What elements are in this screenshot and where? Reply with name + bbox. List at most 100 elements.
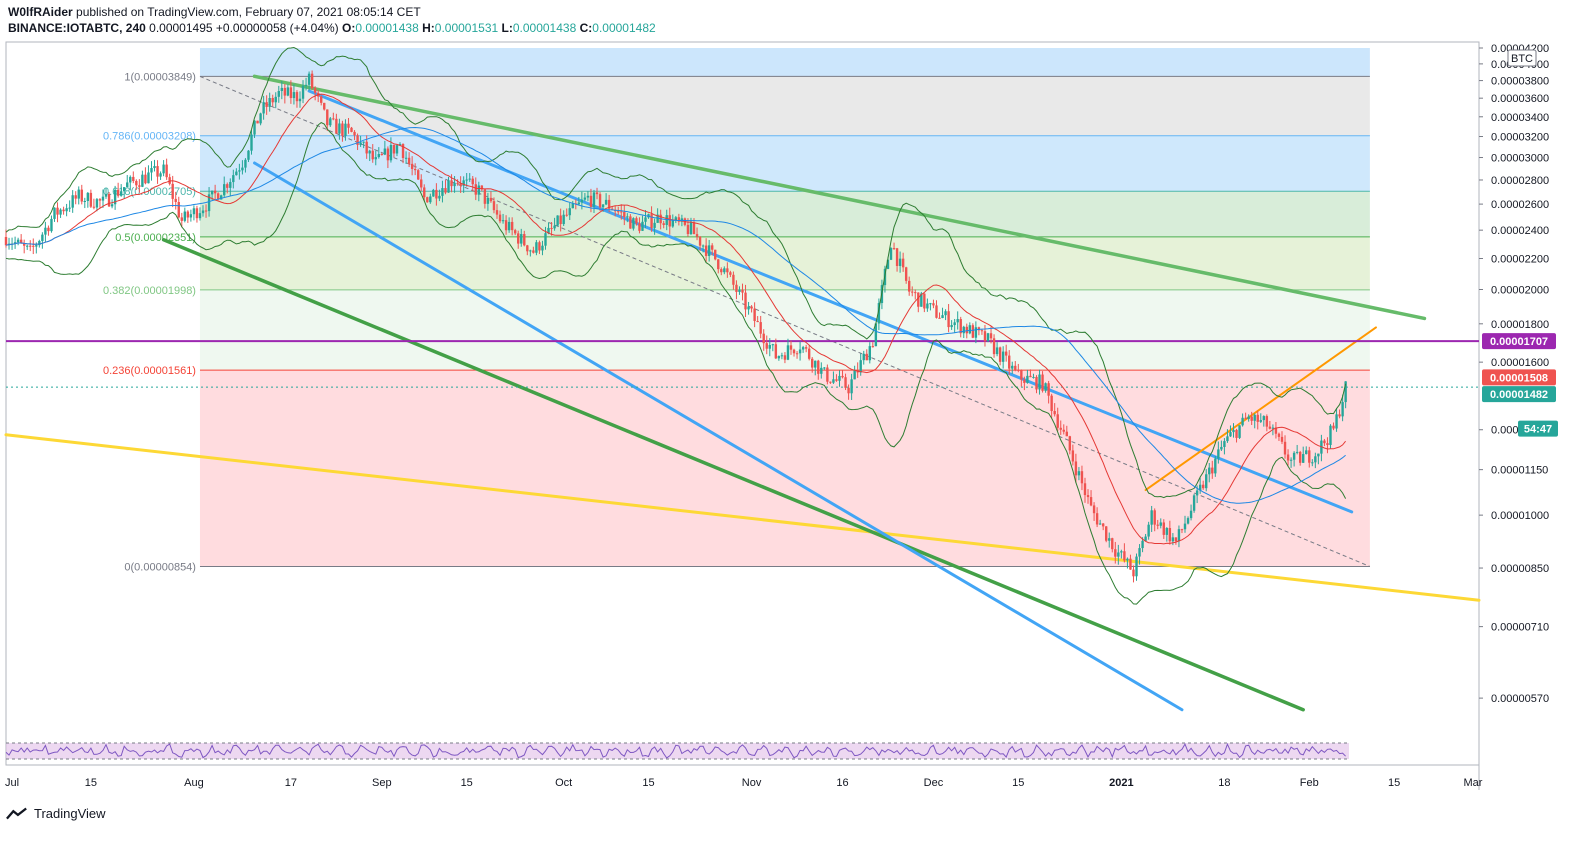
candle-body xyxy=(965,326,968,334)
symbol-label[interactable]: BINANCE:IOTABTC, 240 xyxy=(8,21,146,35)
candle-body xyxy=(674,217,678,221)
candle-body xyxy=(1174,537,1178,542)
candle-body xyxy=(1001,351,1005,362)
candle-body xyxy=(777,356,781,359)
candle-body xyxy=(644,217,647,222)
candle-body xyxy=(717,259,720,270)
candle-body xyxy=(829,381,832,383)
candle-body xyxy=(98,199,102,201)
candle-body xyxy=(704,245,708,256)
candle-body xyxy=(44,227,47,235)
candle-body xyxy=(1065,431,1069,437)
price-axis[interactable]: 0.000042000.000040000.000038000.00003600… xyxy=(1479,43,1549,705)
x-tick-label: 16 xyxy=(836,777,848,789)
candle-body xyxy=(989,333,993,339)
low-value: 0.00001438 xyxy=(512,21,577,35)
candle-body xyxy=(501,220,505,222)
fib-level-label: 0(0.00000854) xyxy=(124,562,196,574)
candle-body xyxy=(559,215,562,225)
candle-body xyxy=(29,245,32,247)
candle-body xyxy=(598,194,602,208)
candle-body xyxy=(386,148,390,161)
last-price: 0.00001495 xyxy=(149,21,213,35)
rising-line-orange xyxy=(1144,326,1377,492)
candle-body xyxy=(1265,416,1269,427)
candle-body xyxy=(847,387,850,394)
candle-body xyxy=(1056,414,1059,428)
candle-body xyxy=(350,127,353,132)
candle-body xyxy=(929,303,932,305)
candle-body xyxy=(1308,450,1311,463)
candle-body xyxy=(998,347,1002,362)
candle-body xyxy=(1053,411,1056,415)
candle-body xyxy=(283,87,287,96)
candle-body xyxy=(453,182,456,187)
candle-body xyxy=(362,141,365,143)
candle-body xyxy=(1123,551,1126,561)
candle-body xyxy=(1147,524,1150,537)
candle-body xyxy=(104,194,108,197)
candle-body xyxy=(159,173,162,177)
candle-body xyxy=(901,258,905,268)
price-chart[interactable]: 1(0.00003849)0.786(0.00003208)0.618(0.00… xyxy=(0,0,1588,800)
fib-zone xyxy=(199,135,1370,192)
candle-body xyxy=(756,320,759,323)
candle-body xyxy=(1120,551,1123,553)
candle-body xyxy=(862,353,865,361)
candle-body xyxy=(689,222,693,235)
candle-body xyxy=(429,196,432,203)
candle-body xyxy=(523,234,526,246)
tradingview-brand[interactable]: TradingView xyxy=(34,806,106,821)
candle-body xyxy=(201,210,205,214)
candle-body xyxy=(771,344,775,346)
candle-body xyxy=(320,96,323,103)
candle-body xyxy=(783,355,787,360)
close-label: C: xyxy=(579,21,593,35)
rsi-line xyxy=(5,742,1346,759)
x-tick-label: 17 xyxy=(285,777,297,789)
candle-body xyxy=(1105,526,1108,541)
candle-body xyxy=(698,236,702,246)
candle-body xyxy=(638,223,641,231)
candle-body xyxy=(817,360,820,374)
candle-body xyxy=(492,201,496,211)
candle-body xyxy=(956,319,959,323)
fib-level-label: 0.786(0.00003208) xyxy=(103,131,196,143)
candle-body xyxy=(426,197,429,203)
candle-body xyxy=(1092,505,1096,514)
candle-body xyxy=(707,245,711,256)
candle-body xyxy=(547,227,550,234)
candle-body xyxy=(1208,467,1211,475)
trend-lines[interactable] xyxy=(4,74,1481,712)
y-tick-label: 0.00002400 xyxy=(1491,225,1549,237)
candle-body xyxy=(944,311,947,316)
candle-body xyxy=(1159,522,1162,526)
candle-body xyxy=(1162,522,1165,535)
fib-zone xyxy=(199,191,1370,237)
y-tick-label: 0.00003200 xyxy=(1491,132,1549,144)
candle-body xyxy=(932,303,935,306)
candle-body xyxy=(347,123,350,128)
candle-body xyxy=(811,358,814,368)
fibonacci-retracement[interactable]: 1(0.00003849)0.786(0.00003208)0.618(0.00… xyxy=(103,48,1371,574)
candle-body xyxy=(1311,462,1314,464)
candle-body xyxy=(232,175,235,183)
candle-body xyxy=(1262,416,1266,421)
tradingview-logo-icon[interactable] xyxy=(6,807,28,821)
candle-body xyxy=(110,204,114,207)
time-axis[interactable]: Jul 15 Aug 17 Sep 15 Oct 15 Nov 16 Dec 15 2021 18 Feb 1… xyxy=(5,777,1483,789)
author-name[interactable]: W0lfRAider xyxy=(8,5,73,19)
candle-body xyxy=(1080,471,1084,484)
candle-body xyxy=(280,87,284,92)
candle-body xyxy=(171,183,174,199)
candle-body xyxy=(465,179,468,181)
candle-body xyxy=(695,234,699,237)
fib-trend-dashed xyxy=(199,75,1371,567)
candle-body xyxy=(583,197,587,200)
candle-body xyxy=(665,215,668,225)
publish-info: published on TradingView.com, February 0… xyxy=(76,5,421,19)
rsi-panel xyxy=(5,742,1349,760)
candle-body xyxy=(671,220,674,227)
candle-body xyxy=(1059,427,1062,430)
candle-body xyxy=(877,303,881,324)
